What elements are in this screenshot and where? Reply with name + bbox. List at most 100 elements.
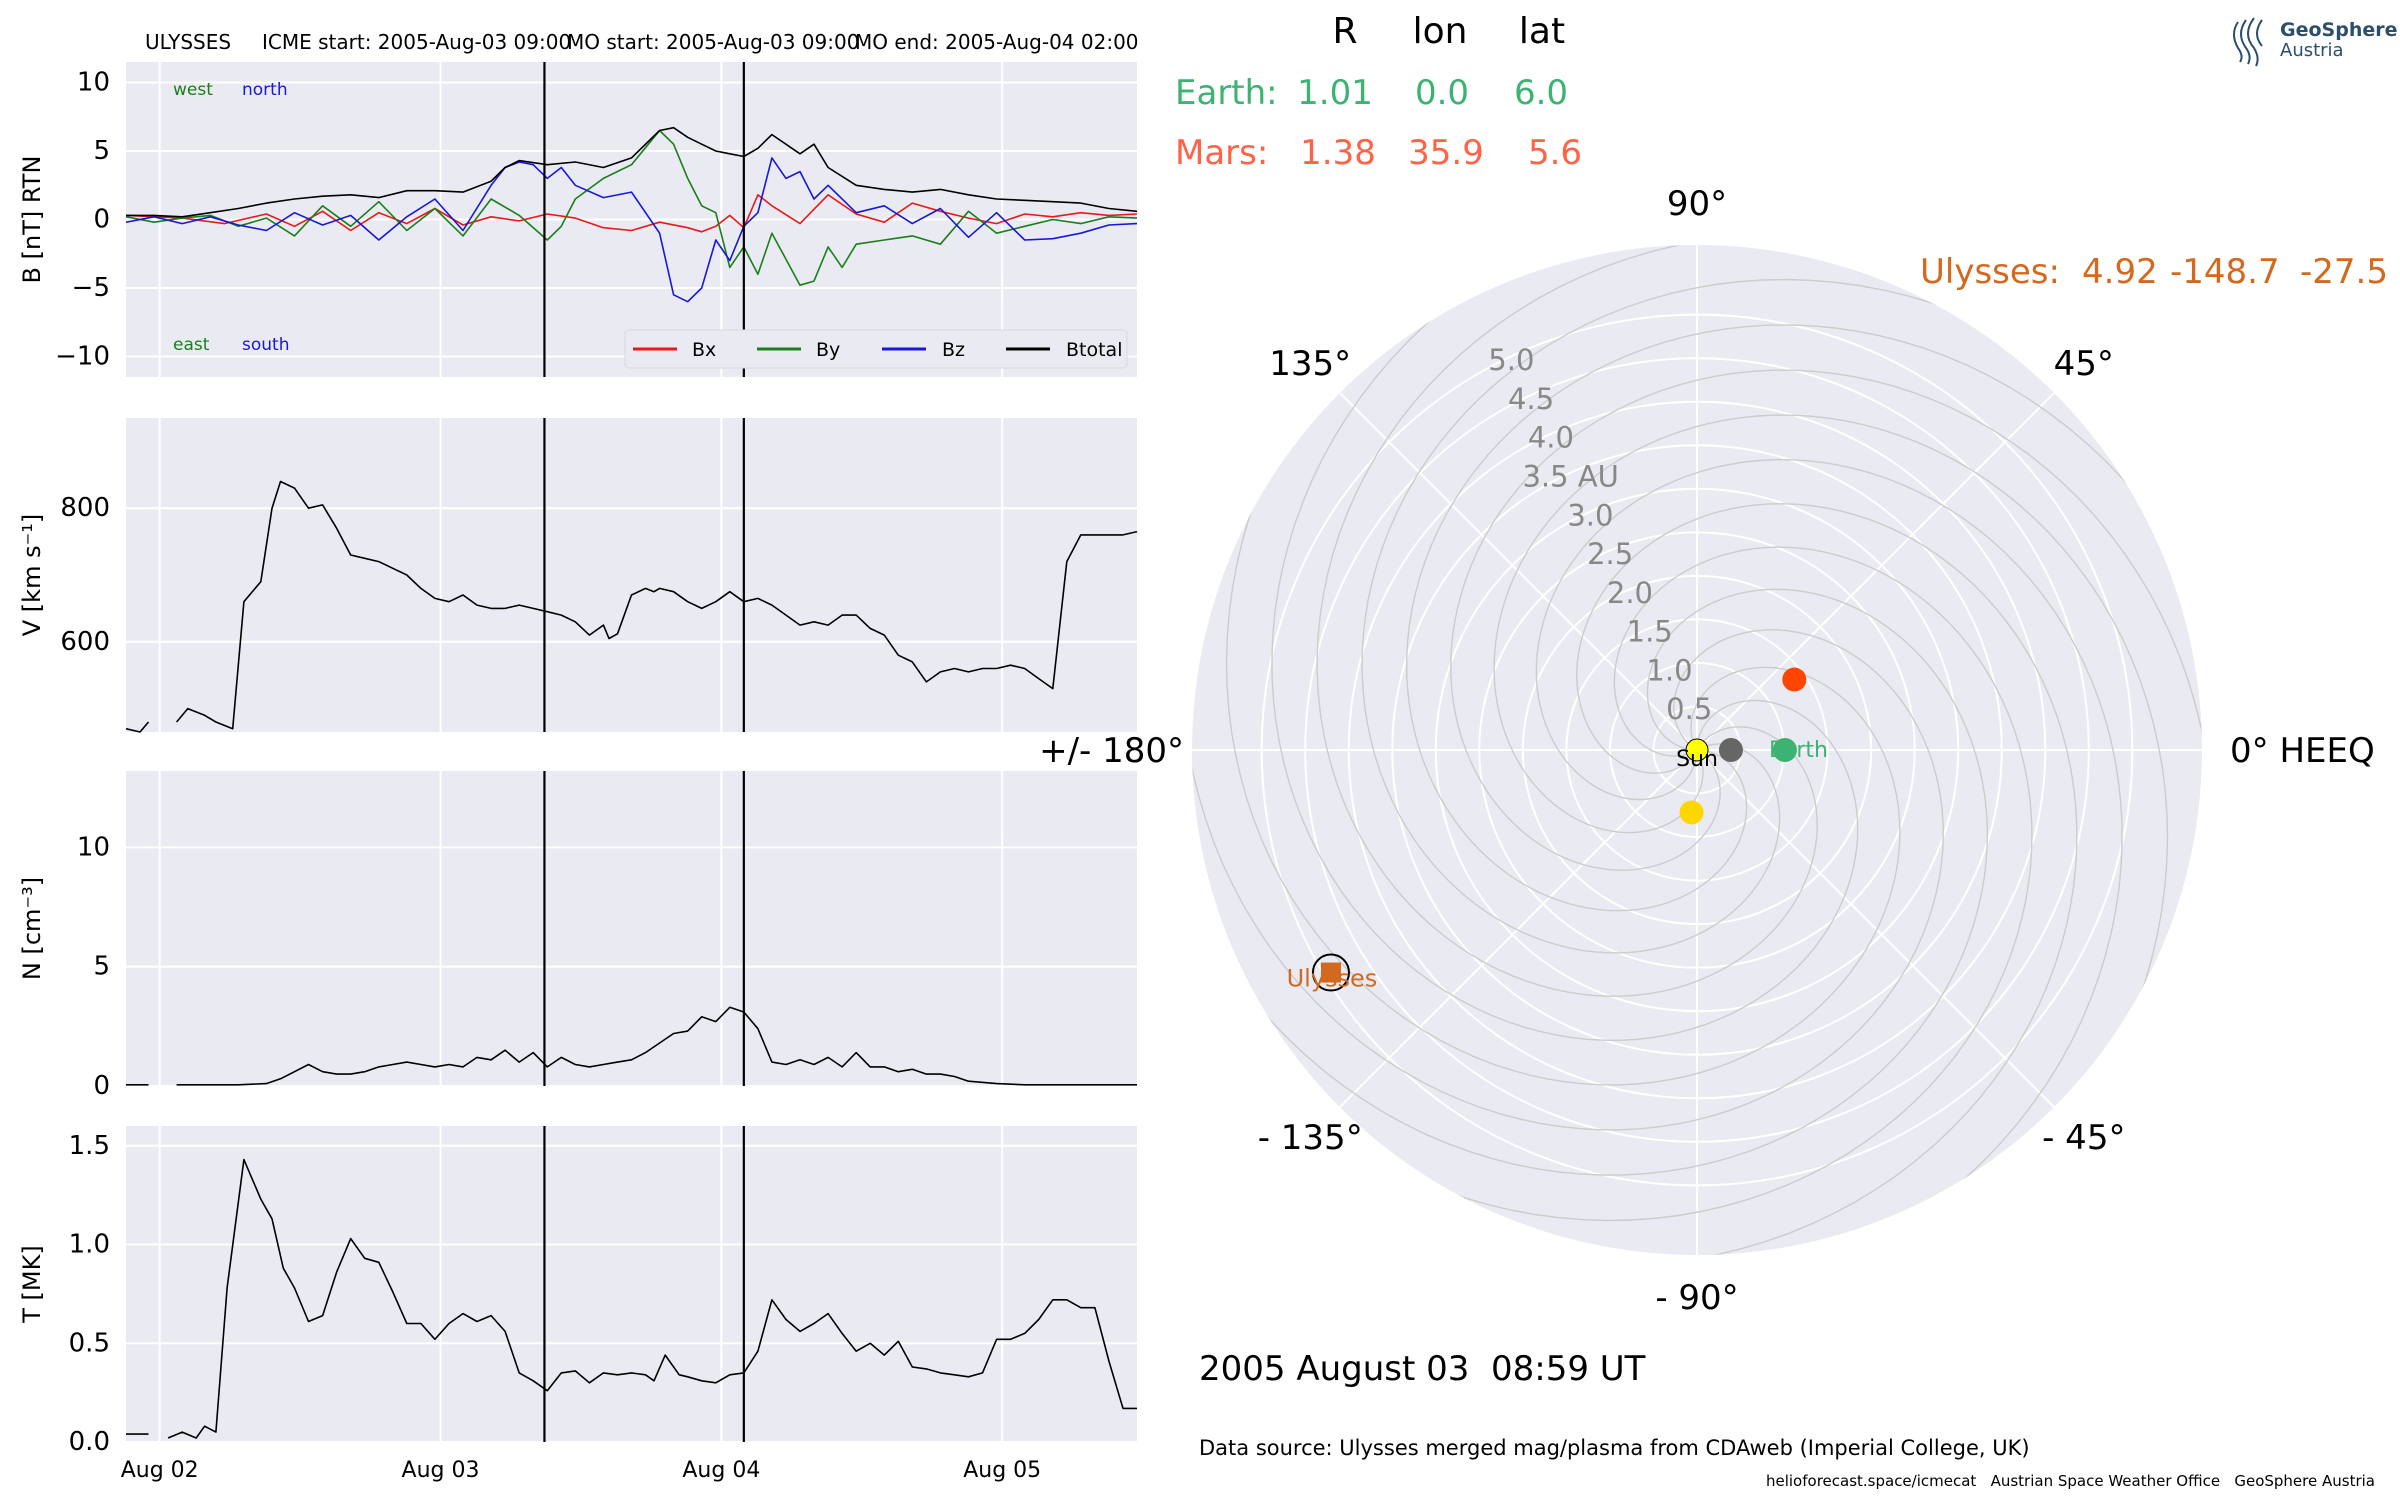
table-header-lon: lon xyxy=(1413,11,1468,52)
label-north: north xyxy=(242,80,288,100)
ring-gridline xyxy=(1391,444,2003,1056)
ulysses-row-r: 4.92 xyxy=(2082,252,2158,292)
y-tick-label: 0 xyxy=(93,205,110,235)
ring-label: 3.5 AU xyxy=(1522,459,1618,493)
data-source: Data source: Ulysses merged mag/plasma f… xyxy=(1199,1436,2030,1460)
logo-line1: GeoSphere xyxy=(2280,19,2398,41)
position-table: R lon lat Earth: 1.01 0.0 6.0 Mars: 1.38… xyxy=(1175,11,2388,292)
footer-credits: helioforecast.space/icmecat Austrian Spa… xyxy=(1766,1472,2375,1490)
earth-row-name: Earth: xyxy=(1175,73,1278,113)
table-header-lat: lat xyxy=(1519,11,1565,52)
timestamp: 2005 August 03 08:59 UT xyxy=(1199,1349,1646,1389)
y-tick-label: 800 xyxy=(60,493,110,523)
ring-gridline xyxy=(1304,357,2090,1143)
mars-row-r: 1.38 xyxy=(1300,133,1376,173)
y-axis-label: V [km s⁻¹] xyxy=(18,514,46,636)
label-west: west xyxy=(173,80,213,100)
radial-gridline xyxy=(1696,392,2055,751)
parker-spiral-line xyxy=(1576,503,2078,1255)
table-header-r: R xyxy=(1332,11,1357,52)
earth-row-r: 1.01 xyxy=(1297,73,1373,113)
ulysses-label: Ulysses xyxy=(1287,965,1378,993)
y-tick-label: 5 xyxy=(93,952,110,982)
panel-N: 0 5 10 N [cm⁻³] xyxy=(18,771,1137,1101)
parker-spiral-line xyxy=(1361,278,2027,954)
header-mo-start: MO start: 2005-Aug-03 09:00 xyxy=(567,30,859,54)
parker-spiral-line xyxy=(1535,458,2123,1239)
time-series-panels: −10 −5 0 5 10 B [nT] RTN 600 800 V [km s⁻¹] 0 5 10 N… xyxy=(18,62,1138,1483)
ulysses-marker xyxy=(1320,962,1341,983)
panel-background xyxy=(126,418,1137,732)
angle-label: 135° xyxy=(1269,344,1351,384)
ulysses-row-name: Ulysses: xyxy=(1920,252,2060,292)
angle-label: - 135° xyxy=(1258,1118,1363,1158)
mars-marker xyxy=(1782,667,1807,692)
b-legend: Bx By Bz Btotal xyxy=(624,329,1128,369)
y-tick-label: 600 xyxy=(60,627,110,657)
mercury-marker xyxy=(1718,738,1743,762)
y-tick-label: 0.5 xyxy=(69,1328,110,1358)
angle-label: +/- 180° xyxy=(1039,731,1184,771)
logo-line2: Austria xyxy=(2280,40,2344,61)
panel-background xyxy=(126,1126,1137,1442)
radial-gridline xyxy=(1339,392,1698,751)
earth-label: Earth xyxy=(1769,738,1828,763)
angle-label: 0° HEEQ xyxy=(2230,731,2375,771)
legend-label-bz: Bz xyxy=(942,339,965,361)
panel-T: 0.0 0.5 1.0 1.5 T [MK] xyxy=(18,1126,1137,1457)
ring-gridline xyxy=(1347,400,2047,1100)
ring-label: 4.0 xyxy=(1528,421,1574,455)
y-tick-label: 10 xyxy=(77,68,110,98)
ring-gridline xyxy=(1478,531,1916,969)
earth-marker xyxy=(1772,738,1797,762)
angle-label: 90° xyxy=(1667,184,1727,224)
label-south: south xyxy=(242,335,289,355)
series-line-by xyxy=(125,129,1138,287)
y-tick-label: −5 xyxy=(72,273,110,303)
y-tick-label: −10 xyxy=(55,341,110,371)
ring-label: 2.0 xyxy=(1607,576,1653,610)
ring-gridline xyxy=(1260,313,2134,1187)
parker-spiral-line xyxy=(1450,369,2202,871)
venus-marker xyxy=(1679,800,1704,825)
ring-label: 3.0 xyxy=(1567,498,1613,532)
header-icme-start: ICME start: 2005-Aug-03 09:00 xyxy=(262,30,571,54)
x-tick-label: Aug 04 xyxy=(682,1458,760,1483)
parker-spiral-line xyxy=(1225,420,1901,1086)
panel-background xyxy=(126,771,1137,1086)
parker-spiral-line xyxy=(1405,324,2186,912)
series-line-bz xyxy=(125,157,1138,303)
ring-label: 1.0 xyxy=(1646,653,1692,687)
polar-plot: 0.5 1.0 1.5 2.0 2.5 3.0 3.5 AU 4.0 4.5 5.0 0° HEEQ… xyxy=(1039,184,2375,1318)
series-line-btotal xyxy=(126,126,1138,218)
header-spacecraft: ULYSSES xyxy=(145,30,231,54)
series-line-t xyxy=(167,1158,1137,1439)
ring-label: 1.5 xyxy=(1627,615,1673,649)
ring-label: 2.5 xyxy=(1587,537,1633,571)
earth-row-lat: 6.0 xyxy=(1514,73,1568,113)
angle-label: - 45° xyxy=(2042,1118,2125,1158)
y-tick-label: 1.5 xyxy=(69,1131,110,1161)
legend-label-btotal: Btotal xyxy=(1066,339,1122,361)
ring-gridline xyxy=(1434,487,1960,1013)
ring-label: 0.5 xyxy=(1666,692,1712,726)
y-tick-label: 5 xyxy=(93,136,110,166)
legend-label-by: By xyxy=(816,339,840,361)
y-axis-label: N [cm⁻³] xyxy=(18,877,46,980)
ring-label: 5.0 xyxy=(1488,343,1534,377)
parker-spiral-line xyxy=(1271,261,1859,1042)
parker-spirals xyxy=(1192,245,2202,1255)
angle-label: - 90° xyxy=(1655,1278,1738,1318)
ulysses-highlight xyxy=(1311,953,1350,992)
x-tick-label: Aug 05 xyxy=(963,1458,1041,1483)
ring-gridline xyxy=(1521,574,1873,926)
mars-row-lon: 35.9 xyxy=(1408,133,1484,173)
y-tick-label: 1.0 xyxy=(69,1230,110,1260)
x-tick-label: Aug 02 xyxy=(121,1458,199,1483)
y-tick-label: 0 xyxy=(93,1071,110,1101)
radial-gridline xyxy=(1696,749,2055,1108)
label-east: east xyxy=(173,335,210,355)
ulysses-row-lat: -27.5 xyxy=(2300,252,2388,292)
parker-spiral-line xyxy=(1192,629,1944,1131)
earth-row-lon: 0.0 xyxy=(1415,73,1469,113)
